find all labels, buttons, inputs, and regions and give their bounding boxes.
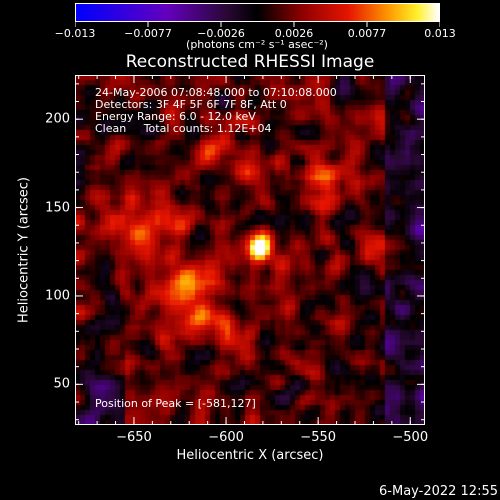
info-detectors: Detectors: 3F 4F 5F 6F 7F 8F, Att 0: [95, 98, 287, 111]
colorbar-tick-label: 0.0077: [347, 27, 387, 40]
colorbar-tick-label: −0.0077: [124, 27, 172, 40]
colorbar-tick-label: −0.013: [54, 27, 96, 40]
info-energy-range: Energy Range: 6.0 - 12.0 keV: [95, 110, 256, 123]
y-tick-label: 200: [45, 111, 70, 127]
y-tick-label: 150: [45, 200, 70, 216]
info-peak-position: Position of Peak = [-581,127]: [95, 397, 256, 410]
x-tick-label: −600: [208, 430, 244, 445]
x-tick-label: −500: [392, 430, 429, 445]
y-axis-label: Heliocentric Y (arcsec): [16, 177, 32, 323]
x-axis-label: Heliocentric X (arcsec): [176, 448, 324, 463]
image-plot-area[interactable]: 24-May-2006 07:08:48.000 to 07:10:08.000…: [75, 75, 425, 425]
y-tick-label: 100: [45, 288, 70, 304]
colorbar-tick-label: 0.013: [424, 27, 456, 40]
colorbar-tick-label: −0.0026: [197, 27, 245, 40]
x-tick-label: −550: [300, 430, 337, 445]
info-clean-counts: Clean Total counts: 1.12E+04: [95, 122, 272, 135]
chart-title: Reconstructed RHESSI Image: [125, 52, 375, 72]
colorbar: [75, 3, 440, 22]
colorbar-tick-label: 0.0026: [274, 27, 314, 40]
y-tick-label: 50: [53, 376, 70, 392]
plot-frame: [75, 75, 425, 425]
colorbar-ticks: [75, 22, 440, 27]
x-tick-label: −650: [116, 430, 152, 445]
footer-date: 6-May-2022 12:55: [379, 484, 498, 499]
colorbar-unit-label: (photons cm⁻² s⁻¹ asec⁻²): [186, 38, 328, 51]
heatmap-image: [75, 75, 425, 425]
info-time-range: 24-May-2006 07:08:48.000 to 07:10:08.000: [95, 86, 337, 99]
